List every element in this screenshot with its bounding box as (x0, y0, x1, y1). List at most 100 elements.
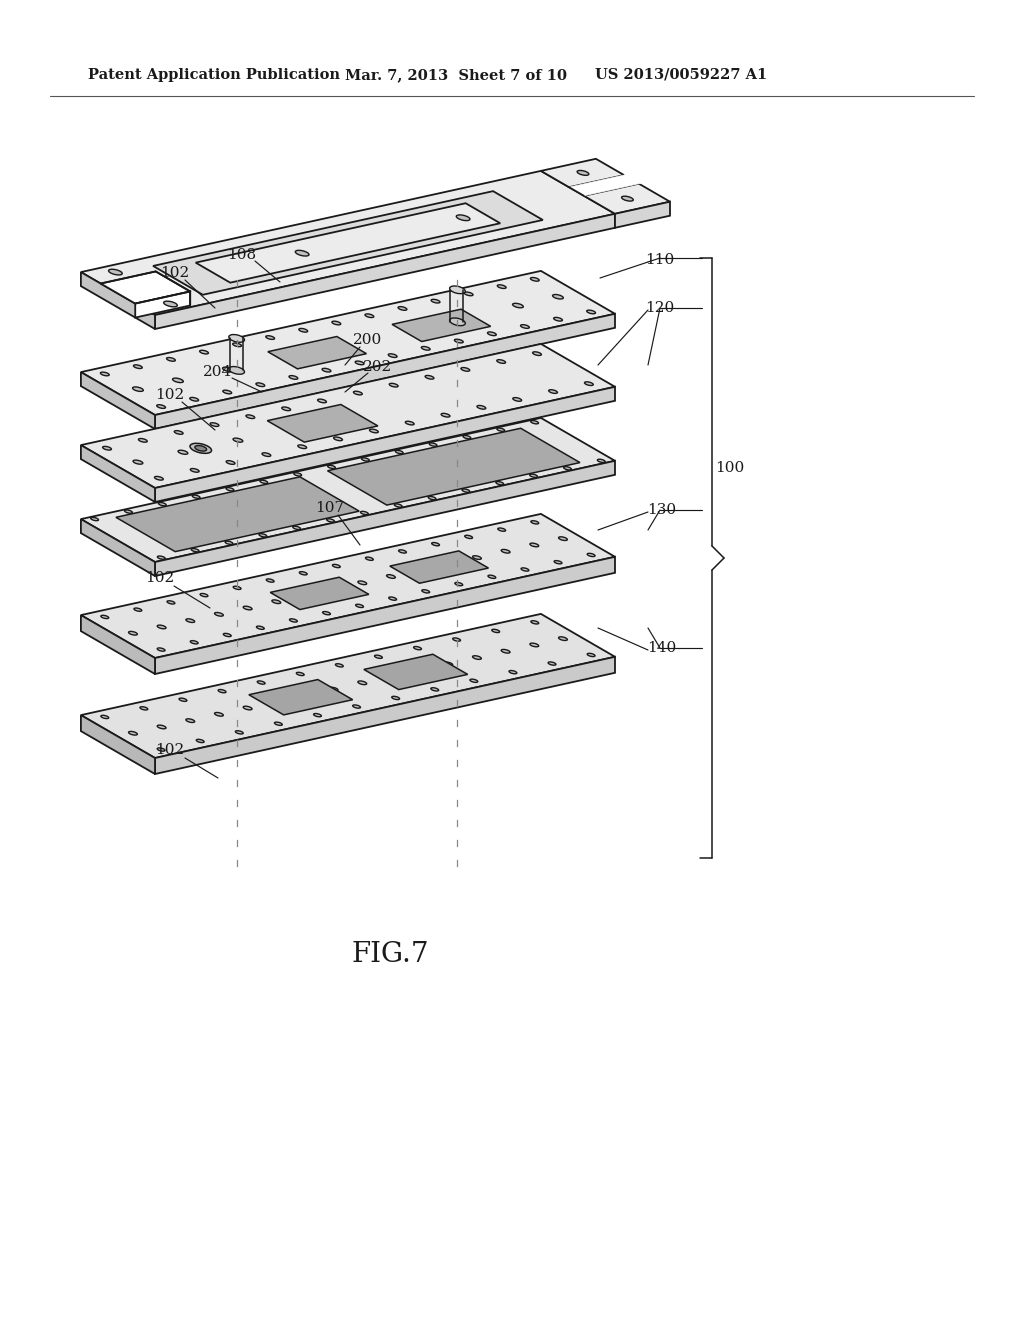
Polygon shape (81, 418, 615, 562)
Text: 108: 108 (227, 248, 257, 261)
Ellipse shape (386, 574, 395, 578)
Polygon shape (81, 615, 155, 675)
Ellipse shape (100, 372, 110, 376)
Ellipse shape (477, 405, 485, 409)
Ellipse shape (549, 389, 557, 393)
Ellipse shape (497, 428, 505, 432)
Ellipse shape (597, 459, 605, 462)
Ellipse shape (189, 397, 199, 401)
Ellipse shape (215, 612, 223, 616)
Ellipse shape (578, 170, 589, 176)
Ellipse shape (190, 469, 199, 473)
Text: 107: 107 (315, 502, 344, 515)
Ellipse shape (352, 705, 360, 709)
Ellipse shape (398, 306, 407, 310)
Ellipse shape (266, 579, 274, 582)
Text: 200: 200 (353, 333, 383, 347)
Polygon shape (584, 183, 670, 214)
Ellipse shape (472, 556, 481, 560)
Ellipse shape (585, 381, 593, 385)
Polygon shape (81, 271, 615, 414)
Ellipse shape (158, 556, 165, 560)
Ellipse shape (174, 430, 183, 434)
Ellipse shape (431, 300, 440, 304)
Polygon shape (81, 345, 615, 488)
Ellipse shape (138, 438, 147, 442)
Ellipse shape (530, 277, 540, 281)
Ellipse shape (389, 597, 396, 601)
Text: 202: 202 (364, 360, 392, 374)
Ellipse shape (236, 731, 244, 734)
Ellipse shape (330, 587, 338, 591)
Ellipse shape (355, 362, 364, 364)
Ellipse shape (554, 317, 562, 321)
Ellipse shape (191, 549, 199, 552)
Ellipse shape (244, 706, 252, 710)
Ellipse shape (272, 700, 281, 704)
Ellipse shape (259, 533, 266, 537)
Ellipse shape (498, 528, 506, 531)
Text: 140: 140 (647, 642, 677, 655)
Ellipse shape (520, 325, 529, 329)
Ellipse shape (530, 520, 539, 524)
Ellipse shape (323, 611, 331, 615)
Ellipse shape (223, 391, 231, 393)
Ellipse shape (443, 562, 453, 566)
Ellipse shape (422, 590, 430, 593)
Polygon shape (155, 314, 615, 429)
Ellipse shape (587, 653, 595, 656)
Ellipse shape (195, 446, 207, 451)
Ellipse shape (357, 581, 367, 585)
Ellipse shape (186, 619, 195, 623)
Ellipse shape (272, 599, 281, 603)
Polygon shape (81, 272, 155, 329)
Polygon shape (155, 557, 615, 675)
Ellipse shape (470, 678, 478, 682)
Ellipse shape (529, 543, 539, 546)
Ellipse shape (428, 496, 436, 500)
Text: 102: 102 (156, 743, 184, 756)
Text: Mar. 7, 2013  Sheet 7 of 10: Mar. 7, 2013 Sheet 7 of 10 (345, 69, 567, 82)
Ellipse shape (501, 649, 510, 653)
Ellipse shape (109, 269, 122, 275)
Text: 102: 102 (156, 388, 184, 403)
Ellipse shape (200, 594, 208, 597)
Ellipse shape (129, 631, 137, 635)
Ellipse shape (197, 739, 204, 743)
Ellipse shape (463, 314, 473, 319)
Ellipse shape (301, 693, 309, 697)
Ellipse shape (563, 467, 571, 470)
Ellipse shape (266, 335, 274, 339)
Ellipse shape (296, 672, 304, 676)
Text: 102: 102 (161, 267, 189, 280)
Ellipse shape (465, 536, 472, 539)
Ellipse shape (299, 572, 307, 576)
Polygon shape (81, 614, 615, 758)
Ellipse shape (313, 714, 322, 717)
Ellipse shape (548, 661, 556, 665)
Ellipse shape (290, 619, 297, 622)
Ellipse shape (366, 557, 374, 561)
Ellipse shape (186, 719, 195, 722)
Ellipse shape (421, 346, 430, 350)
Ellipse shape (330, 688, 338, 690)
Ellipse shape (392, 697, 399, 700)
Ellipse shape (215, 713, 223, 717)
Ellipse shape (415, 569, 424, 572)
Ellipse shape (587, 310, 596, 314)
Ellipse shape (462, 488, 470, 492)
Ellipse shape (553, 294, 563, 300)
Ellipse shape (554, 561, 562, 564)
Ellipse shape (386, 675, 395, 678)
Polygon shape (81, 715, 155, 774)
Polygon shape (116, 477, 359, 552)
Ellipse shape (301, 594, 309, 597)
Ellipse shape (431, 688, 438, 690)
Ellipse shape (488, 576, 496, 578)
Polygon shape (615, 202, 670, 228)
Ellipse shape (282, 407, 291, 411)
Ellipse shape (464, 292, 473, 296)
Ellipse shape (558, 537, 567, 540)
Polygon shape (249, 680, 352, 715)
Polygon shape (81, 445, 155, 502)
